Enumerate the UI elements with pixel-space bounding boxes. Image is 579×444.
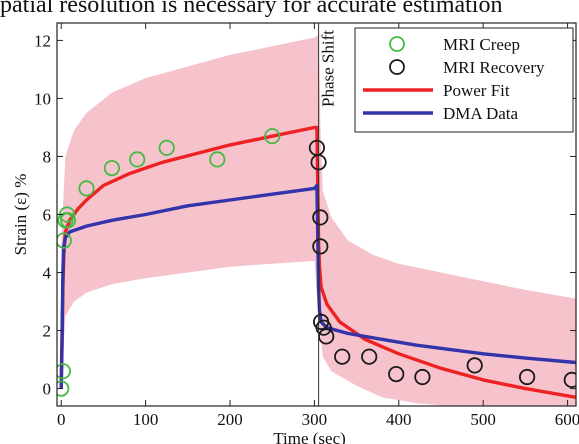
data-point-mri-creep xyxy=(103,160,121,177)
y-tick-label: 2 xyxy=(43,322,52,341)
x-tick-label: 100 xyxy=(133,410,159,429)
y-axis-label: Strain (ε) % xyxy=(11,174,30,256)
data-point-mri-creep xyxy=(59,212,77,229)
data-point-mri-creep xyxy=(158,139,175,156)
data-point-mri-creep xyxy=(264,128,281,145)
figure-caption-text: patial resolution is necessary for accur… xyxy=(0,0,503,18)
y-tick-label: 4 xyxy=(43,264,52,283)
x-tick-label: 200 xyxy=(217,410,243,429)
legend-label-power-fit: Power Fit xyxy=(443,81,510,100)
data-point-mri-recovery xyxy=(518,368,536,386)
legend-label-mri-creep: MRI Creep xyxy=(443,35,520,54)
data-point-mri-creep xyxy=(57,232,72,249)
y-tick-label: 0 xyxy=(43,380,52,399)
data-point-mri-recovery xyxy=(361,348,378,365)
data-point-mri-creep xyxy=(78,180,95,197)
data-point-mri-recovery xyxy=(414,368,431,386)
legend-marker-mri-recovery xyxy=(389,59,405,75)
legend-label-dma-data: DMA Data xyxy=(443,104,519,123)
y-tick-label: 6 xyxy=(43,206,52,225)
x-tick-label: 400 xyxy=(386,410,412,429)
data-point-mri-creep xyxy=(209,151,226,168)
data-point-mri-recovery xyxy=(315,319,332,336)
legend: MRI Creep MRI Recovery Power Fit DMA Data xyxy=(354,27,574,133)
legend-label-mri-recovery: MRI Recovery xyxy=(443,58,545,77)
data-point-mri-creep xyxy=(57,363,71,380)
data-point-mri-recovery xyxy=(388,365,405,383)
x-tick-label: 500 xyxy=(470,410,496,429)
x-tick-label: 0 xyxy=(57,410,66,429)
legend-marker-mri-creep xyxy=(389,36,405,52)
x-axis-label: Time (sec) xyxy=(273,429,346,444)
marker-layer xyxy=(57,128,576,397)
phase-shift-label: Phase Shift xyxy=(319,30,338,107)
data-point-mri-recovery xyxy=(466,357,483,374)
data-point-mri-creep xyxy=(57,380,70,397)
y-tick-label: 10 xyxy=(34,89,51,108)
axes: 0 100 200 300 400 500 600 0 2 4 6 8 10 12 xyxy=(34,23,579,429)
y-tick-label: 8 xyxy=(43,147,52,166)
series-line-dma-data xyxy=(59,183,576,389)
data-point-mri-creep xyxy=(129,151,146,168)
data-point-mri-recovery xyxy=(563,371,576,388)
data-point-mri-recovery xyxy=(334,348,351,365)
x-tick-label: 300 xyxy=(302,410,328,429)
x-tick-label: 600 xyxy=(555,410,579,429)
y-tick-label: 12 xyxy=(34,31,51,50)
data-point-mri-recovery xyxy=(312,238,329,255)
data-point-mri-recovery xyxy=(312,209,329,226)
